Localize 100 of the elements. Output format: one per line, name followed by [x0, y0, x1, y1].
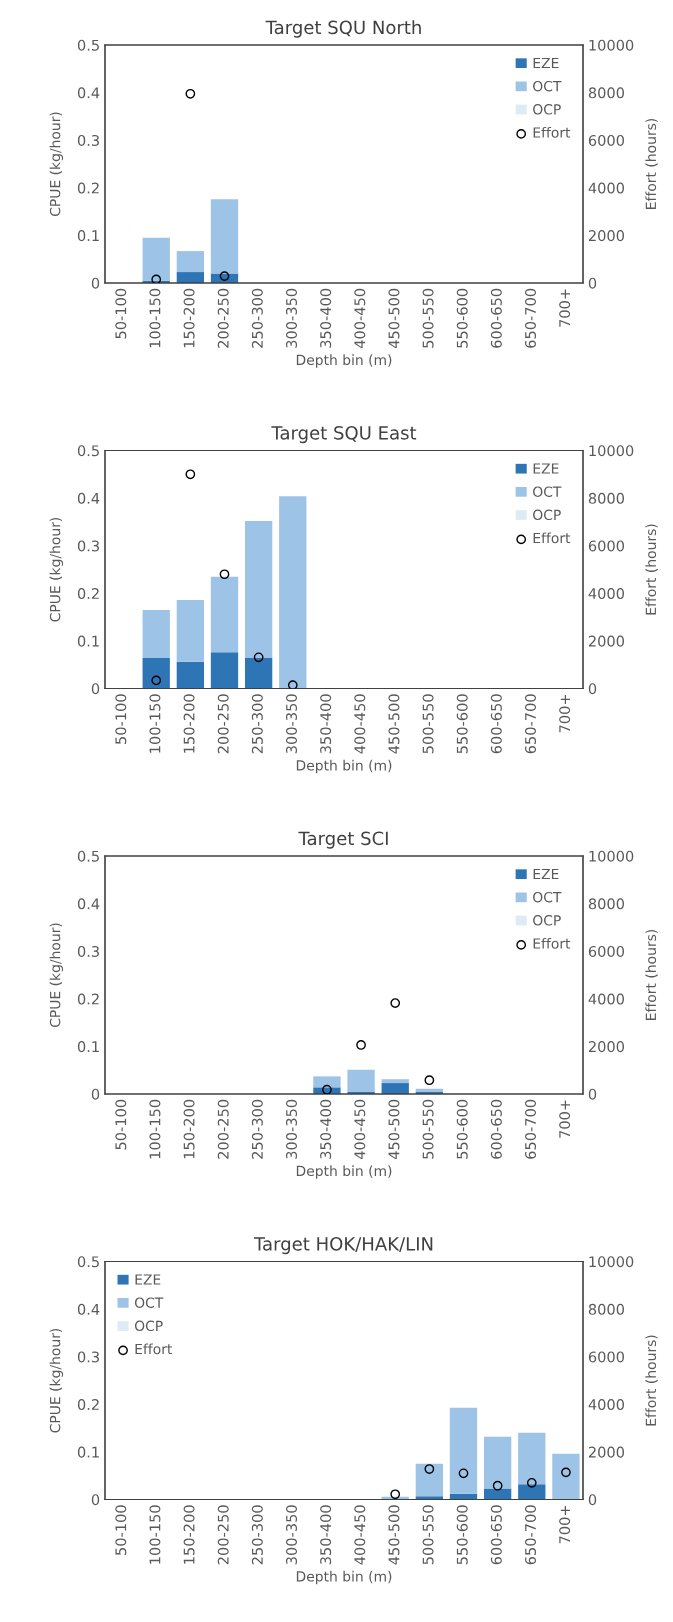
y2-axis-title: Effort (hours)	[645, 1335, 658, 1426]
y-tick-label: 0.2	[77, 588, 99, 600]
y-tick-label: 0	[91, 1088, 100, 1100]
x-tick-label: 200-250	[217, 288, 229, 348]
x-tick-label: 400-450	[354, 288, 366, 349]
x-tick-label: 100-150	[149, 1099, 161, 1159]
x-tick-label: 50-100	[115, 1505, 127, 1555]
y2-tick-label: 2000	[588, 230, 625, 242]
x-tick-label: 650-700	[524, 1099, 537, 1159]
x-tick-label: 400-450	[354, 694, 366, 754]
y-axis-title: CPUE (kg/hour)	[49, 923, 64, 1028]
y2-tick-label: 6000	[588, 540, 625, 552]
legend-label: OCT	[533, 80, 562, 92]
x-tick-label: 300-350	[285, 694, 298, 754]
x-tick-label: 650-700	[524, 694, 537, 754]
x-tick-label: 150-200	[183, 1099, 195, 1159]
x-axis-title: Depth bin (m)	[296, 354, 392, 368]
y2-axis-title: Effort (hours)	[645, 524, 658, 615]
x-tick-label: 150-200	[183, 1505, 195, 1564]
y2-tick-label: 0	[588, 1494, 597, 1506]
y-tick-label: 0.3	[77, 134, 99, 146]
y-axis-title: CPUE (kg/hour)	[49, 517, 64, 622]
y-tick-label: 0.1	[77, 1446, 99, 1458]
x-tick-label: 150-200	[183, 694, 195, 753]
y-tick-label: 0	[91, 683, 100, 695]
legend-label: Effort	[533, 126, 571, 138]
y2-tick-label: 4000	[588, 1399, 625, 1411]
y-tick-label: 0.3	[77, 1351, 99, 1363]
chart-title: Target SQU East	[271, 425, 417, 444]
y2-axis-title: Effort (hours)	[645, 118, 658, 209]
y-tick-label: 0.4	[77, 1303, 100, 1315]
x-tick-label: 550-600	[456, 288, 468, 348]
y2-tick-label: 4000	[588, 182, 625, 194]
y-tick-label: 0.1	[77, 635, 99, 647]
y-tick-label: 0	[91, 1494, 100, 1506]
y2-tick-label: 8000	[588, 492, 625, 504]
y2-tick-label: 10000	[589, 39, 634, 51]
y2-tick-label: 6000	[588, 1351, 625, 1363]
x-tick-label: 250-300	[251, 694, 263, 754]
legend-label: EZE	[533, 463, 559, 474]
y-tick-label: 0	[91, 277, 100, 289]
y-tick-label: 0.5	[77, 1256, 99, 1268]
x-tick-label: 100-150	[149, 288, 161, 348]
legend-label: OCP	[533, 915, 561, 926]
x-tick-label: 450-500	[388, 288, 400, 349]
x-tick-label: 200-250	[217, 694, 229, 754]
y-tick-label: 0.2	[77, 1399, 99, 1411]
chart-title: Target HOK/HAK/LIN	[253, 1236, 433, 1255]
x-tick-label: 700+	[559, 289, 571, 327]
y2-tick-label: 10000	[589, 445, 634, 457]
x-tick-label: 500-550	[422, 1099, 434, 1159]
y-tick-label: 0.1	[77, 1041, 99, 1053]
x-tick-label: 500-550	[422, 694, 434, 754]
x-tick-label: 550-600	[456, 1099, 468, 1159]
y2-tick-label: 0	[588, 683, 597, 695]
legend-label: EZE	[533, 868, 559, 880]
chart-title: Target SCI	[298, 831, 388, 849]
x-tick-label: 700+	[559, 694, 571, 733]
x-tick-label: 450-500	[388, 1099, 400, 1160]
y2-tick-label: 10000	[589, 1256, 634, 1268]
x-tick-label: 650-700	[524, 288, 537, 348]
y-tick-label: 0.4	[77, 492, 100, 504]
y2-tick-label: 10000	[589, 850, 634, 862]
legend-label: Effort	[533, 937, 571, 949]
y2-tick-label: 6000	[588, 945, 625, 957]
x-axis-title: Depth bin (m)	[296, 1570, 392, 1585]
x-tick-label: 350-400	[320, 1505, 332, 1565]
legend-label: OCP	[533, 509, 561, 521]
x-tick-label: 450-500	[388, 694, 400, 754]
y-tick-label: 0.4	[77, 87, 100, 99]
legend-label: OCT	[533, 486, 562, 497]
x-axis-title: Depth bin (m)	[296, 1165, 392, 1179]
legend-label: OCT	[134, 1297, 164, 1308]
y-tick-label: 0.5	[77, 39, 99, 51]
y-tick-label: 0.3	[77, 945, 99, 957]
x-tick-label: 300-350	[285, 288, 298, 348]
x-tick-label: 100-150	[149, 1505, 161, 1564]
legend-label: Effort	[135, 1343, 173, 1355]
x-tick-label: 700+	[559, 1505, 571, 1544]
x-tick-label: 350-400	[320, 1099, 332, 1159]
legend-label: OCT	[533, 891, 562, 903]
x-tick-label: 400-450	[354, 1099, 366, 1160]
x-tick-label: 200-250	[217, 1099, 229, 1159]
y-tick-label: 0.1	[77, 230, 99, 242]
x-tick-label: 600-650	[490, 1505, 502, 1565]
x-tick-label: 400-450	[354, 1505, 366, 1565]
x-tick-label: 450-500	[388, 1505, 400, 1565]
x-tick-label: 100-150	[149, 694, 161, 753]
x-tick-label: 500-550	[422, 288, 434, 348]
x-tick-label: 50-100	[115, 288, 127, 339]
y2-tick-label: 0	[588, 1088, 597, 1100]
legend-label: EZE	[533, 57, 559, 69]
chart-title: Target SQU North	[265, 20, 421, 38]
y-axis-title: CPUE (kg/hour)	[49, 1328, 64, 1433]
y2-axis-title: Effort (hours)	[645, 929, 658, 1020]
x-tick-label: 600-650	[490, 288, 502, 348]
legend-label: OCP	[134, 1320, 163, 1332]
x-tick-label: 300-350	[285, 1505, 298, 1565]
y-tick-label: 0.2	[77, 182, 99, 194]
y2-tick-label: 8000	[588, 87, 625, 99]
